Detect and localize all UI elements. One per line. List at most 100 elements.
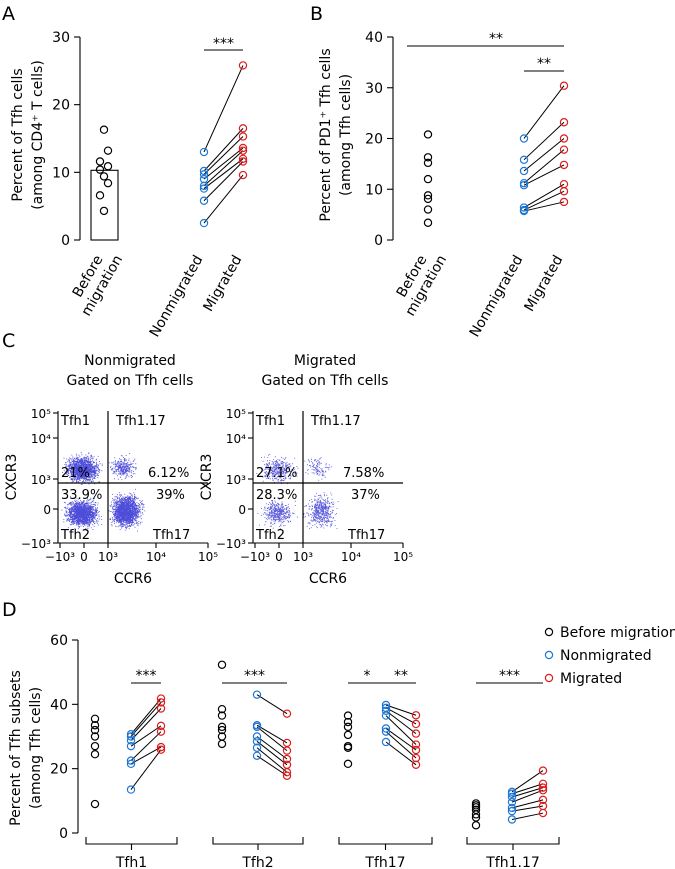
d-point-before (90, 749, 100, 759)
d-point-migrated (538, 786, 548, 795)
d-point-before (343, 743, 353, 752)
d-point-before (90, 799, 100, 809)
flow-xlabel: CCR6 (114, 571, 152, 587)
d-pair-line (256, 747, 288, 773)
a-xtick-label: Beforemigration (64, 244, 126, 319)
d-group-label: Tfh2 (241, 855, 273, 869)
b-point-before (423, 194, 433, 204)
flow-xtick-label: −10³ (45, 550, 75, 564)
a-pair-line (203, 147, 244, 180)
flow-quadrant-tr-percent: 6.12% (148, 466, 189, 481)
flow-ytick-label: 0 (238, 503, 246, 517)
b-pair-line (523, 201, 565, 212)
a-point-before (103, 162, 113, 171)
flow-xtick-label: 10³ (98, 550, 118, 564)
b-ytick-label: 20 (365, 132, 383, 148)
a-pair-line (203, 65, 244, 153)
b-point-migrated (559, 197, 569, 207)
b-pair-line (523, 183, 565, 208)
chart-d-legend: Before migration Nonmigrated Migrated (544, 625, 675, 687)
d-point-nonmigrated (507, 792, 517, 802)
chart-d-marks (90, 660, 548, 830)
b-point-before (423, 205, 433, 214)
chart-d: Percent of Tfh subsets (among Tfh cells)… (8, 625, 675, 869)
flow-ytick-label: −10³ (21, 537, 51, 551)
d-point-migrated (411, 760, 421, 770)
d-point-before (90, 732, 100, 741)
flow-ytick-label: 10⁴ (31, 432, 51, 446)
flow-plot-migrated: Migrated Gated on Tfh cells 10⁵ 10⁴ 10³ 0 −1… (199, 353, 413, 587)
a-xtick-label: Nonmigrated (147, 253, 207, 340)
a-pair-line (203, 161, 244, 202)
d-legend-marker (544, 627, 554, 637)
panel-label-a: A (2, 3, 15, 25)
b-pair-line (523, 85, 565, 139)
d-point-nonmigrated (126, 732, 136, 741)
d-pair-line (130, 702, 162, 737)
a-point-migrated (238, 170, 248, 180)
b-pair-line (523, 138, 565, 172)
d-pair-line (256, 736, 288, 760)
d-legend-label: Migrated (560, 671, 622, 687)
a-point-nonmigrated (199, 218, 209, 228)
d-point-before (90, 721, 100, 730)
a-ytick-label: 30 (52, 30, 70, 46)
a-ytick-label: 0 (61, 233, 70, 249)
chart-d-y-ticks: 0 20 40 60 (50, 633, 78, 842)
d-point-migrated (538, 766, 548, 775)
flow-events (61, 452, 146, 532)
a-ytick-label: 20 (52, 98, 70, 114)
d-point-migrated (156, 704, 166, 713)
d-point-nonmigrated (381, 700, 391, 710)
d-pair-line (256, 740, 288, 766)
d-point-nonmigrated (126, 756, 136, 765)
b-pair-line (523, 121, 565, 161)
chart-a-bar (90, 169, 119, 241)
flow-quadrant-br-percent: 39% (156, 488, 185, 503)
b-xtick-label: Migrated (522, 253, 567, 315)
d-point-migrated (156, 745, 166, 754)
panel-label-d: D (2, 599, 17, 621)
flow-xlabel: CCR6 (309, 571, 347, 587)
d-point-before (217, 704, 227, 714)
flow-quadrant-tr-percent: 7.58% (343, 466, 384, 481)
a-pair-line (203, 174, 244, 224)
flow-quadrant-tr-name: Tfh1.17 (310, 414, 361, 429)
d-point-before (343, 730, 353, 740)
d-point-nonmigrated (381, 706, 391, 715)
a-point-before (99, 125, 109, 134)
d-point-migrated (411, 729, 421, 738)
b-point-nonmigrated (519, 155, 529, 165)
d-point-before (217, 739, 227, 749)
flow-quadrant-tl-name: Tfh1 (255, 414, 285, 429)
d-point-nonmigrated (381, 711, 391, 720)
flow-quadrant-tl-percent: 27.1% (256, 466, 297, 481)
chart-b-ylabel-2: (among Tfh cells) (338, 74, 354, 196)
d-point-before (471, 810, 481, 819)
a-point-migrated (238, 61, 248, 70)
d-legend-marker (544, 673, 554, 683)
a-ytick-label: 10 (52, 165, 70, 181)
flow-ytick-label: 10⁵ (226, 407, 246, 421)
d-pair-line (385, 704, 417, 716)
d-point-nonmigrated (381, 724, 391, 733)
a-bar-before (90, 169, 119, 241)
chart-d-ylabel-2: (among Tfh cells) (28, 687, 44, 809)
d-point-nonmigrated (507, 803, 517, 813)
flow-m-plot-area: 10⁵ 10⁴ 10³ 0 −10³−10³ 0 10³ 10⁴ 10⁵ CCR6 CXCR3 Tfh… (199, 407, 413, 587)
d-point-migrated (156, 727, 166, 736)
d-pair-line (511, 770, 544, 793)
d-sig-label: ** (394, 668, 408, 684)
a-pair-line (203, 150, 244, 187)
a-point-nonmigrated (199, 147, 209, 157)
d-point-migrated (282, 754, 292, 764)
d-point-migrated (156, 742, 166, 752)
d-group-bracket (338, 837, 433, 845)
d-pair-line (256, 755, 288, 777)
d-point-before (217, 711, 227, 720)
chart-a-ylabel-1: Percent of Tfh cells (10, 68, 26, 201)
b-point-nonmigrated (519, 203, 529, 212)
b-point-before (423, 174, 433, 184)
chart-a-significance: *** (204, 36, 243, 52)
